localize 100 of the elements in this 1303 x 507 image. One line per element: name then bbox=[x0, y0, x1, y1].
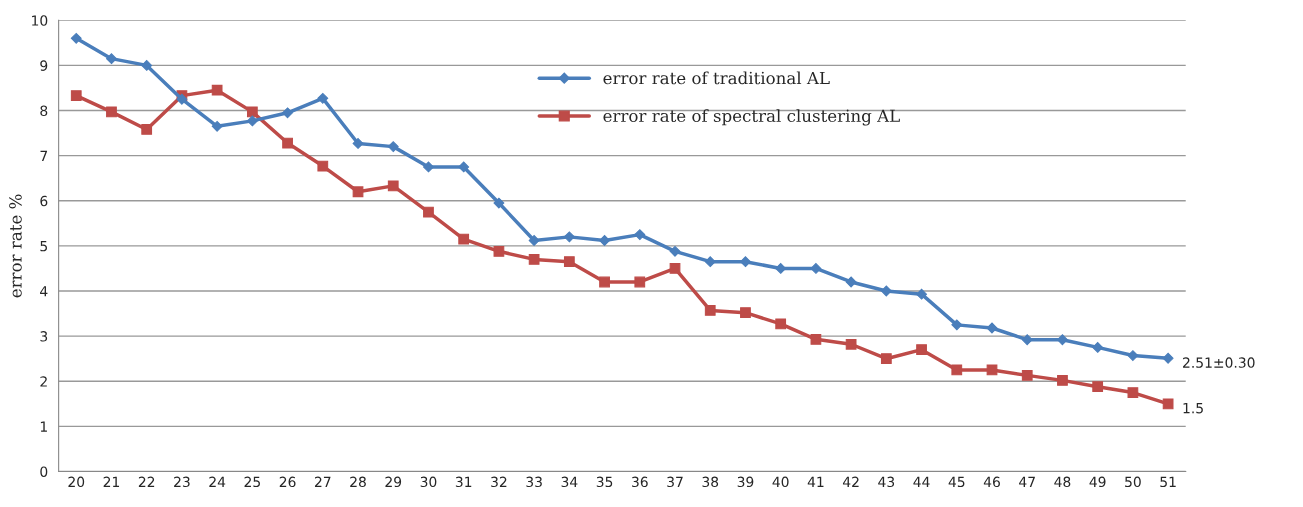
legend-label: error rate of traditional AL bbox=[603, 71, 830, 85]
x-tick-label: 26 bbox=[279, 476, 296, 488]
x-tick-label: 31 bbox=[455, 476, 472, 488]
y-tick-label: 2 bbox=[40, 376, 47, 387]
y-tick-label: 4 bbox=[40, 286, 48, 297]
point bbox=[951, 364, 963, 376]
x-tick-label: 42 bbox=[842, 476, 859, 487]
point bbox=[317, 160, 329, 172]
point bbox=[916, 344, 927, 356]
point bbox=[1021, 334, 1033, 346]
x-tick-label: 21 bbox=[103, 476, 120, 487]
point bbox=[1021, 370, 1033, 381]
point bbox=[528, 235, 540, 246]
x-tick-label: 33 bbox=[526, 476, 542, 488]
point bbox=[845, 276, 857, 288]
point bbox=[70, 90, 82, 102]
x-tick-label: 49 bbox=[1089, 476, 1106, 488]
point bbox=[387, 141, 399, 153]
point bbox=[106, 106, 117, 118]
point bbox=[704, 256, 716, 268]
point bbox=[810, 263, 822, 274]
point bbox=[246, 115, 258, 127]
x-tick-label: 44 bbox=[913, 476, 930, 487]
x-tick-label: 27 bbox=[314, 476, 331, 487]
x-tick-label: 23 bbox=[174, 476, 190, 488]
x-tick-label: 38 bbox=[702, 476, 719, 488]
x-tick-label: 48 bbox=[1054, 476, 1071, 488]
point bbox=[1092, 381, 1104, 393]
point bbox=[634, 276, 646, 288]
point bbox=[669, 245, 681, 257]
point bbox=[493, 245, 505, 257]
point bbox=[1127, 350, 1139, 361]
point bbox=[599, 235, 610, 246]
point bbox=[1162, 398, 1174, 410]
point bbox=[634, 229, 646, 241]
x-tick-label: 20 bbox=[68, 476, 85, 488]
point bbox=[387, 180, 399, 192]
x-tick-label: 28 bbox=[350, 476, 366, 488]
x-tick-label: 24 bbox=[209, 476, 226, 487]
y-tick-label: 10 bbox=[32, 15, 48, 26]
point bbox=[1057, 334, 1068, 346]
x-tick-label: 46 bbox=[983, 476, 1000, 488]
x-tick-label: 41 bbox=[807, 476, 824, 487]
y-tick-label: 8 bbox=[40, 105, 48, 116]
point bbox=[845, 338, 857, 350]
legend-label: error rate of spectral clustering AL bbox=[603, 109, 900, 126]
x-tick-label: 50 bbox=[1125, 476, 1141, 488]
y-tick-label: 1 bbox=[40, 421, 47, 432]
x-tick-label: 34 bbox=[561, 476, 578, 488]
point bbox=[563, 256, 575, 268]
x-tick-label: 47 bbox=[1019, 476, 1035, 487]
annotation: 1.5 bbox=[1183, 403, 1203, 414]
y-tick-label: 7 bbox=[40, 150, 48, 161]
point bbox=[423, 206, 434, 218]
point bbox=[141, 124, 153, 135]
point bbox=[458, 233, 470, 245]
y-tick-label: 9 bbox=[40, 60, 48, 71]
point bbox=[282, 137, 293, 149]
point bbox=[810, 333, 822, 345]
x-tick-label: 22 bbox=[138, 476, 155, 487]
y-tick-label: 6 bbox=[40, 195, 48, 207]
point bbox=[1127, 387, 1139, 398]
x-tick-label: 29 bbox=[385, 476, 402, 488]
y-tick-label: 5 bbox=[40, 241, 48, 252]
point bbox=[493, 197, 505, 209]
point bbox=[986, 322, 998, 334]
x-tick-label: 40 bbox=[772, 476, 789, 488]
x-tick-label: 45 bbox=[948, 476, 965, 488]
point bbox=[458, 161, 470, 173]
point bbox=[669, 263, 681, 274]
y-tick-label: 3 bbox=[40, 331, 48, 342]
point bbox=[880, 285, 892, 297]
point bbox=[951, 319, 963, 331]
point bbox=[106, 53, 117, 65]
y-tick-label: 0 bbox=[40, 466, 48, 477]
x-tick-label: 37 bbox=[667, 476, 683, 488]
point bbox=[211, 120, 223, 132]
y-axis-title: error rate % bbox=[9, 194, 22, 298]
x-tick-label: 39 bbox=[737, 476, 754, 488]
x-tick-label: 25 bbox=[244, 476, 260, 488]
point bbox=[282, 107, 294, 119]
point bbox=[141, 59, 153, 71]
point bbox=[352, 186, 364, 198]
x-tick-label: 32 bbox=[491, 476, 507, 488]
annotation: 2.51±0.30 bbox=[1183, 357, 1255, 368]
point bbox=[423, 161, 434, 173]
point bbox=[880, 353, 892, 365]
x-tick-label: 30 bbox=[420, 476, 437, 488]
x-tick-label: 43 bbox=[878, 476, 895, 488]
point bbox=[70, 32, 82, 44]
point bbox=[563, 231, 575, 243]
x-tick-label: 35 bbox=[596, 476, 613, 488]
point bbox=[246, 106, 258, 118]
x-tick-label: 36 bbox=[632, 476, 648, 488]
point bbox=[775, 318, 787, 330]
point bbox=[1057, 374, 1068, 386]
point bbox=[317, 92, 329, 104]
point bbox=[1162, 352, 1174, 364]
point bbox=[916, 288, 927, 300]
point bbox=[1092, 341, 1104, 353]
